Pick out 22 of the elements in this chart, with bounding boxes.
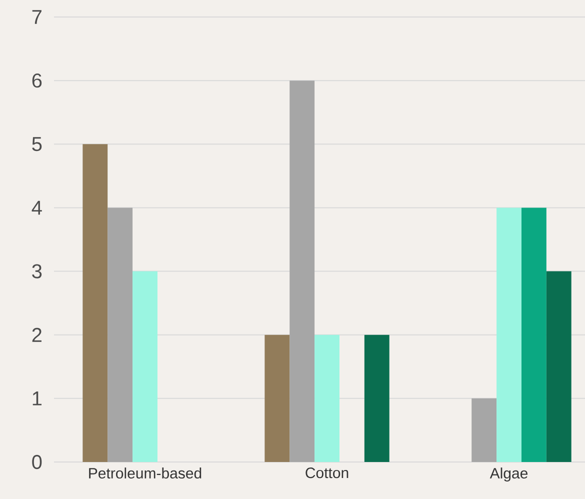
bar [521,208,546,462]
x-tick-label: Cotton [306,468,348,478]
y-tick-label: 4 [32,200,42,215]
y-tick-label: 0 [32,454,42,470]
bar [546,271,572,462]
bar [82,144,108,462]
y-tick-label: 2 [32,328,42,342]
bar [364,334,390,462]
bar [496,208,522,462]
bar [472,398,497,462]
x-tick-label: Petroleum-based [89,468,202,479]
bar [290,80,315,462]
y-tick-label: 5 [32,137,42,152]
y-tick-label: 1 [32,392,42,406]
bar [314,334,340,462]
y-tick-label: 3 [32,264,42,278]
bar [132,271,158,462]
bar [264,334,290,462]
y-tick-label: 7 [32,10,42,24]
bar [108,208,133,462]
y-tick-label: 6 [32,74,42,88]
x-tick-label: Algae [490,468,528,482]
